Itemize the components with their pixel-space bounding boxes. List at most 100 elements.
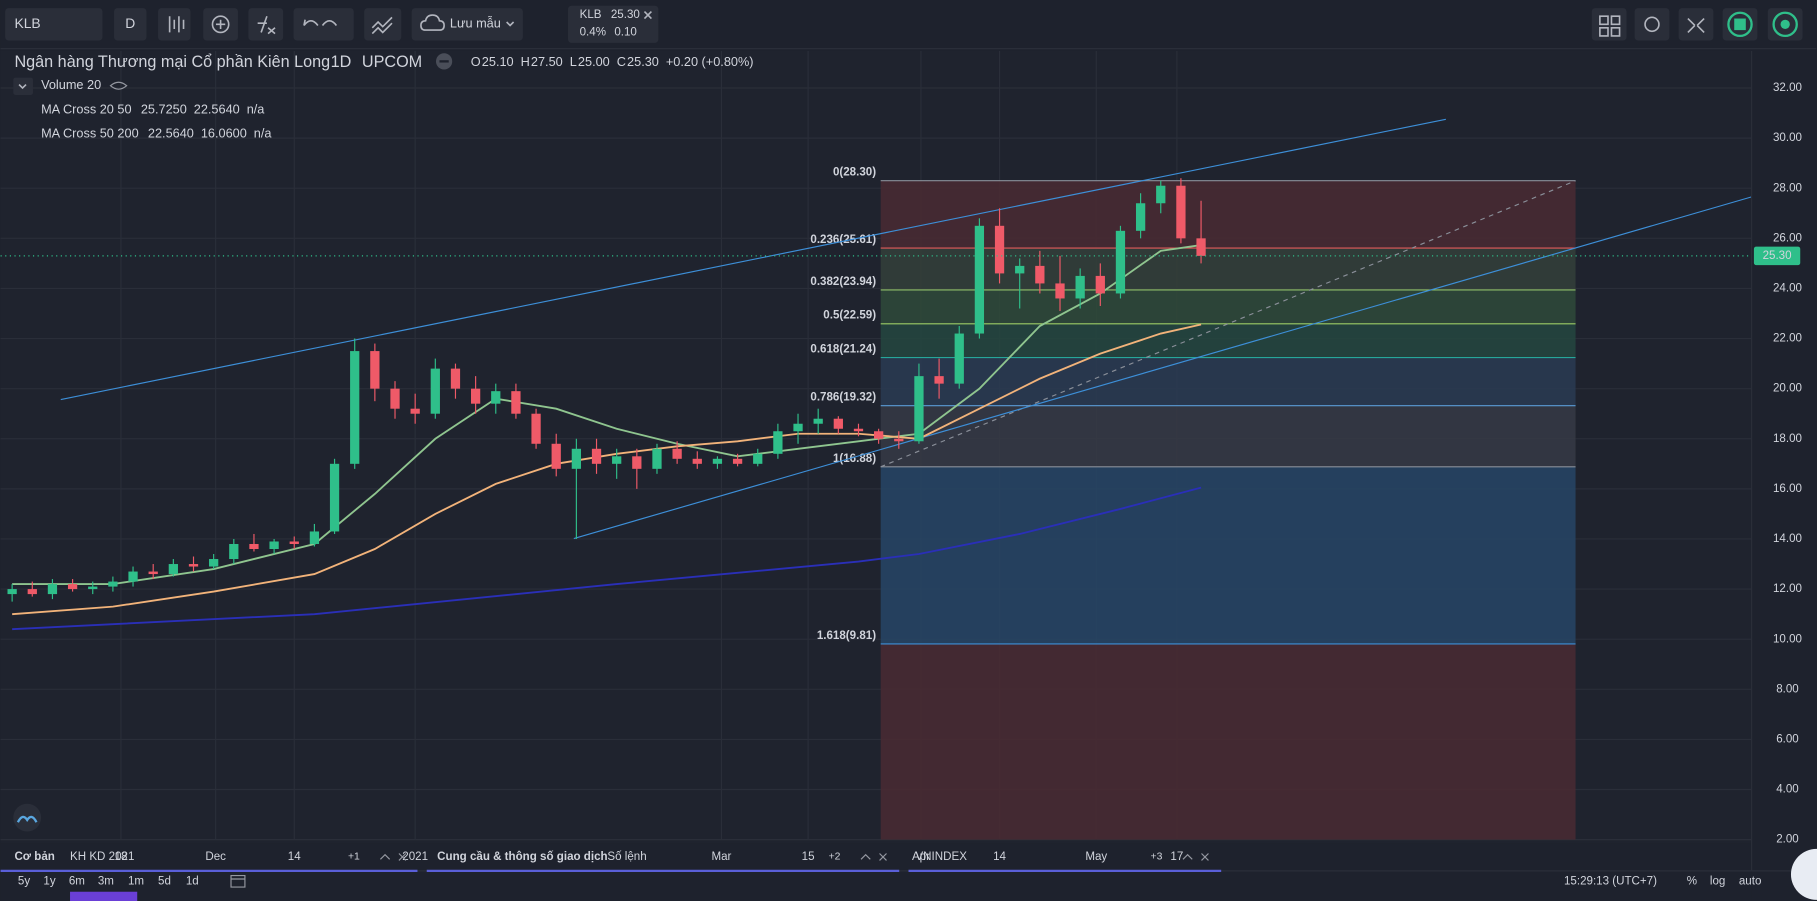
candle-body [894, 438, 904, 442]
fib-band [880, 180, 1576, 249]
x-tick-label: 15 [802, 851, 815, 863]
y-tick-label: 18.00 [1773, 433, 1802, 445]
candle-body [128, 571, 138, 582]
bottom-tab[interactable]: Cơ bản [14, 851, 54, 863]
candle-body [289, 541, 299, 544]
interval-button[interactable] [114, 8, 147, 41]
save-button[interactable] [411, 8, 523, 41]
candle-body [753, 453, 763, 464]
range-button[interactable]: 5y [18, 875, 30, 887]
y-tick-label: 8.00 [1776, 683, 1799, 695]
y-tick-label: 2.00 [1776, 834, 1799, 846]
range-button[interactable]: 6m [69, 875, 85, 887]
candle-body [430, 368, 440, 414]
save-label[interactable]: Lưu mẫu [450, 16, 501, 31]
ma-line [12, 486, 1202, 631]
calendar-icon[interactable] [230, 874, 246, 888]
range-button[interactable]: 1d [186, 875, 199, 887]
undo-icon [303, 19, 338, 26]
fib-label: 1.618(9.81) [817, 630, 876, 642]
settings-button[interactable] [1634, 8, 1670, 41]
scale-option[interactable]: log [1710, 875, 1725, 887]
x-tick-label: Apr [912, 851, 930, 863]
plot: 0(28.30) 0.236(25.61) 0.382(23.94) 0.5(22.5… [0, 50, 1752, 844]
fx-button[interactable] [248, 8, 284, 41]
bottom-tab[interactable]: Số lệnh [607, 851, 646, 863]
indicator-name: MA Cross 50 200 [41, 126, 139, 141]
candle-body [370, 351, 380, 389]
fib-band [880, 405, 1576, 467]
ohlc-value: 25.10 [482, 54, 514, 69]
tab-controls[interactable] [860, 853, 887, 861]
symbol-box[interactable] [5, 8, 103, 41]
candle-body [309, 531, 320, 544]
candle-body [994, 225, 1005, 274]
compare-button[interactable] [364, 8, 402, 41]
publish-icon-inner [1780, 19, 1790, 29]
snapshot-icon-inner [1734, 18, 1746, 31]
legend-toggle[interactable] [13, 77, 33, 95]
tab-count: +1 [348, 852, 360, 863]
indicator-value: n/a [254, 126, 273, 141]
quote-symbol: KLB [580, 9, 602, 21]
bottom-tab[interactable]: VNINDEX [915, 851, 967, 863]
fib-band [880, 323, 1576, 358]
x-tick-label: 17 [1170, 851, 1183, 863]
instrument-exchange: UPCOM [362, 53, 422, 71]
candle-body [853, 428, 864, 432]
bottom-tab[interactable]: Cung cầu & thông số giao dịch [437, 851, 607, 863]
candle-body [7, 589, 17, 595]
quote-close[interactable] [643, 11, 652, 20]
range-button[interactable]: 1y [43, 875, 55, 887]
last-price-label: 25.30 [1763, 250, 1792, 262]
fib-label: 0.786(19.32) [810, 392, 876, 404]
symbol[interactable]: KLB [14, 15, 40, 31]
y-tick-label: 32.00 [1773, 82, 1802, 94]
fib-band [880, 466, 1576, 644]
tab-controls[interactable] [379, 853, 407, 861]
candle-body [1196, 238, 1206, 256]
indicator-name: MA Cross 20 50 [41, 101, 131, 116]
candle-body [732, 458, 743, 464]
y-tick-label: 30.00 [1773, 132, 1802, 144]
layout-button[interactable] [1591, 8, 1627, 41]
y-tick-label: 16.00 [1773, 483, 1802, 495]
bottom-tab[interactable]: KH KD 2021 [70, 851, 134, 863]
interval[interactable]: D [125, 15, 135, 31]
candle-body [329, 463, 340, 532]
candle-body [390, 388, 400, 409]
quote-box [568, 5, 659, 43]
candle-body [551, 443, 561, 469]
fullscreen-button[interactable] [1678, 8, 1714, 41]
tab-controls[interactable] [1182, 853, 1209, 861]
candle-body [511, 391, 521, 414]
range-button[interactable]: 1m [128, 875, 144, 887]
scale-option[interactable]: % [1687, 875, 1697, 887]
y-tick-label: 14.00 [1773, 533, 1802, 545]
candle-body [209, 559, 219, 567]
candle-body [833, 418, 843, 429]
ohlc-change: +0.20 (+0.80%) [666, 54, 754, 69]
candle-body [410, 408, 420, 414]
candle-body [1135, 203, 1146, 231]
candle-body [67, 584, 78, 590]
range-button[interactable]: 5d [158, 875, 171, 887]
instrument-interval: 1D [331, 53, 352, 71]
scale-option[interactable]: auto [1739, 875, 1762, 887]
candle-body [612, 456, 622, 464]
ohlc-value: 27.50 [531, 54, 563, 69]
candle-body [954, 333, 964, 384]
fib-band [880, 289, 1576, 324]
chat-button[interactable] [1790, 848, 1817, 900]
tab-count: +3 [1151, 852, 1163, 863]
indicator-value: 25.7250 [141, 101, 187, 116]
candle-body [632, 456, 642, 469]
range-button[interactable]: 3m [98, 875, 114, 887]
last-price-tag [1753, 246, 1801, 266]
y-tick-label: 6.00 [1776, 733, 1799, 745]
hide-icon[interactable] [109, 81, 128, 90]
candle-body [813, 418, 823, 424]
fib-label: 0.5(22.59) [823, 310, 876, 322]
y-tick-label: 24.00 [1773, 283, 1802, 295]
indicator-value: 22.5640 [194, 101, 240, 116]
